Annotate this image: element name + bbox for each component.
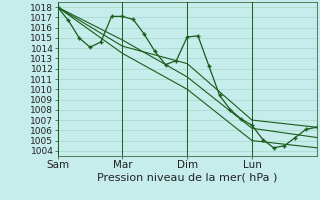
X-axis label: Pression niveau de la mer( hPa ): Pression niveau de la mer( hPa ) — [97, 173, 277, 183]
